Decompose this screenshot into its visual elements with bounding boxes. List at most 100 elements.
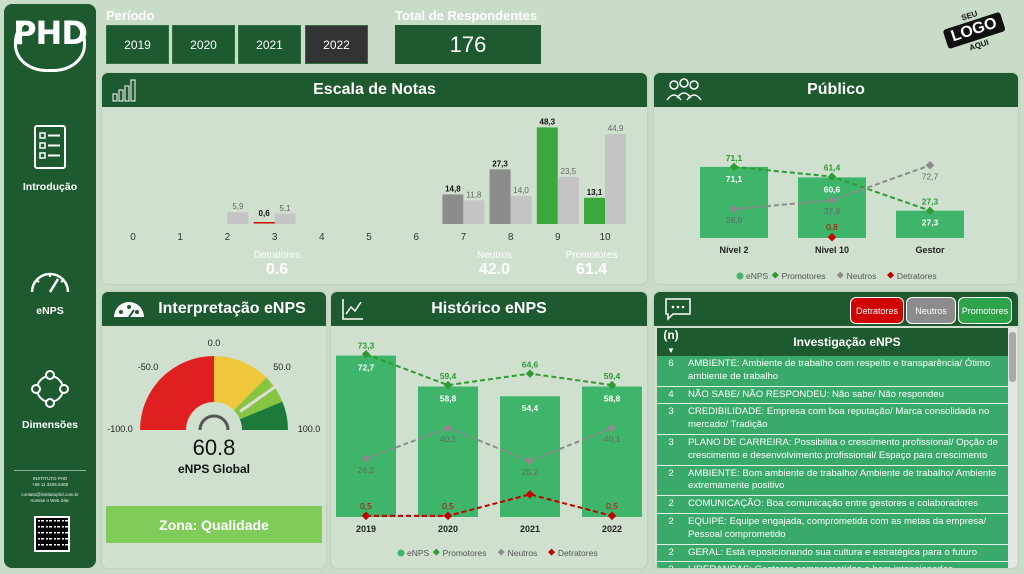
point-data-label: 59,4 [440,371,457,381]
detratores-value: 0.6 [265,261,289,278]
x-tick-label: Gestor [915,245,945,255]
gauge-scale-label: 0.0 [208,338,221,348]
x-tick-label: 2022 [602,524,622,534]
qr-code[interactable] [34,516,70,552]
col-n-header[interactable]: (n) ▼ [657,328,685,356]
neutros-label: Neutros [476,250,512,261]
gauge-segment [140,356,214,430]
sidebar-item-label: Dimensões [21,419,79,431]
bar-data-label: 27,3 [922,218,939,228]
sidebar-item-enps[interactable]: eNPS [4,266,96,317]
x-tick-label: 4 [319,232,325,243]
gauge-scale-label: -100.0 [107,424,133,434]
legend-marker [432,548,440,556]
company-logo: SEU LOGO AQUI [930,0,1024,79]
row-description: LIDERANÇAS: Gestores comprometidos e bem… [685,561,1009,568]
bar-secondary [274,213,296,224]
bar-primary [584,197,605,224]
x-tick-label: 9 [555,232,561,243]
escala-title: Escala de Notas [313,81,436,98]
table-row[interactable]: 3 CREDIBILIDADE: Empresa com boa reputaçã… [657,403,1009,435]
row-description: CREDIBILIDADE: Empresa com boa reputação… [685,403,1009,435]
divider [14,470,86,471]
escala-header: Escala de Notas [102,73,647,107]
sidebar: PHD Introdução eNPS Dimensões INSTITUTO … [4,4,96,568]
historico-panel: Histórico eNPS 72,7 2019 58,8 2020 54,4 2021 5… [331,292,647,568]
gauge-scale-label: 50.0 [273,362,291,372]
filter-detratores-button[interactable]: Detratores [850,297,904,324]
x-tick-label: 6 [413,232,419,243]
publico-panel: Público 71,1 Nível 2 60,6 Nível 10 27,3 Gesto… [654,73,1018,284]
sidebar-item-label: eNPS [36,305,64,317]
year-button-2020[interactable]: 2020 [172,25,235,64]
row-description: AMBIENTE: Bom ambiente de trabalho/ Ambi… [685,465,1009,497]
line-chart-icon [342,299,363,320]
point-data-label: 72,7 [922,171,939,181]
sidebar-item-dimensoes[interactable]: Dimensões [4,370,96,431]
gauge-icon [30,272,70,293]
line-detratores [366,493,613,517]
row-count: 2 [657,561,685,568]
table-row[interactable]: 3 PLANO DE CARREIRA: Possibilita o cresci… [657,434,1009,466]
row-description: GERAL: Está reposicionando sua cultura e… [685,544,1009,563]
bar-secondary [605,134,626,224]
year-button-2019[interactable]: 2019 [106,25,169,64]
row-description: COMUNICAÇÃO: Boa comunicação entre gesto… [685,495,1009,514]
legend-label: Detratores [558,548,598,558]
row-count: 4 [657,386,685,405]
year-button-2022[interactable]: 2022 [305,25,368,64]
gauge-icon [114,302,144,318]
x-tick-label: 5 [366,232,372,243]
promotores-label: Promotores [565,250,618,261]
row-count: 2 [657,513,685,545]
scrollbar-thumb[interactable] [1009,332,1016,382]
sidebar-item-introducao[interactable]: Introdução [4,124,96,193]
table-row[interactable]: 6 AMBIENTE: Ambiente de trabalho com resp… [657,356,1009,387]
bar-data-label: 13,1 [587,188,603,197]
point-promotores [361,350,371,359]
table-header-row: (n) ▼ Investigação eNPS [657,328,1009,356]
bar-secondary [510,196,532,224]
bar-data-label: 27,3 [492,159,508,168]
filter-neutros-button[interactable]: Neutros [906,297,956,324]
enps-value: 60.8 [193,435,236,460]
point-data-label: 59,4 [604,371,621,381]
historico-chart: 72,7 2019 58,8 2020 54,4 2021 58,8 2022 73,3 59,4… [336,340,642,558]
enps-label: eNPS Global [178,462,250,476]
table-row[interactable]: 2 COMUNICAÇÃO: Boa comunicação entre gest… [657,495,1009,514]
table-row[interactable]: 2LIDERANÇAS: Gestores comprometidos e be… [657,561,1009,568]
escala-panel: Escala de Notas 0 1 2 5,9 3 0,6 5,1 4 5 6 7 14,8 11,… [102,73,647,284]
historico-header: Histórico eNPS [331,292,647,326]
bar-data-label: 44,9 [608,124,624,133]
legend-label: Promotores [443,548,487,558]
people-icon [666,78,702,101]
contact-info: INSTITUTO PHD +55 11 3205.0408 contato@i… [8,476,92,504]
legend-label: eNPS [746,271,769,281]
bar-data-label: 58,8 [440,393,457,403]
bar-enps [582,386,642,517]
table-row[interactable]: 4 NÃO SABE/ NÃO RESPONDEU: Não sabe/ Não … [657,386,1009,405]
x-tick-label: 2021 [520,524,540,534]
legend-marker [736,272,744,280]
neutros-box: Neutros 42.0 [448,247,541,283]
contact-email-link[interactable]: contato@institutophd.com.br [21,492,79,497]
point-promotores [525,369,535,378]
point-promotores [443,380,453,390]
row-count: 2 [657,495,685,514]
point-data-label: 0,8 [826,222,838,232]
table-scrollbar[interactable] [1008,328,1017,568]
bar-enps [336,355,396,517]
bar-data-label: 14,0 [513,186,529,195]
table-row[interactable]: 2 AMBIENTE: Bom ambiente de trabalho/ Amb… [657,465,1009,497]
year-button-2021[interactable]: 2021 [238,25,301,64]
point-detratores [361,511,371,521]
filter-promotores-button[interactable]: Promotores [958,297,1012,324]
x-tick-label: 2019 [356,524,376,534]
legend-label: eNPS [407,548,430,558]
point-data-label: 0,5 [442,501,454,511]
row-description: PLANO DE CARREIRA: Possibilita o crescim… [685,434,1009,466]
table-row[interactable]: 2 GERAL: Está reposicionando sua cultura … [657,544,1009,563]
x-tick-label: 1 [177,232,183,243]
historico-title: Histórico eNPS [431,300,547,317]
table-row[interactable]: 2 EQUIPE: Equipe engajada, comprometida c… [657,513,1009,545]
